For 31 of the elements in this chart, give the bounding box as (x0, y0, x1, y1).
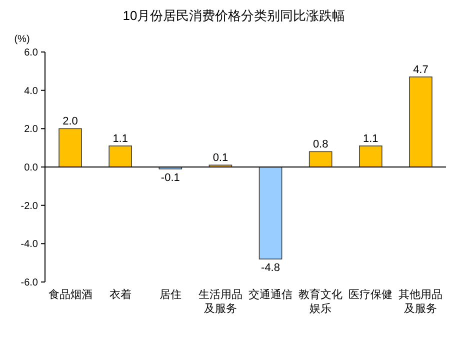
x-tick-label: 教育文化娱乐 (298, 288, 343, 315)
x-tick-label: 衣着 (109, 288, 132, 301)
data-label: 4.7 (413, 64, 428, 76)
y-tick-label: 4.0 (24, 86, 38, 97)
bar (308, 151, 332, 168)
bar (409, 76, 432, 168)
data-label: 1.1 (112, 132, 128, 145)
x-tick-label: 医疗保健 (348, 288, 393, 301)
data-label: 0.1 (212, 152, 228, 164)
bar (258, 166, 282, 260)
y-tick-label: -6.0 (20, 278, 38, 288)
data-label: -4.8 (261, 262, 280, 274)
bar (108, 146, 132, 168)
y-tick-label: 6.0 (24, 48, 38, 58)
data-label: 0.8 (312, 138, 328, 151)
x-tick-label: 生活用品及服务 (198, 288, 242, 315)
data-label: -0.1 (160, 172, 180, 184)
bar (358, 146, 382, 168)
x-tick-label: 食品烟酒 (48, 288, 92, 301)
x-tick-label: 交通通信 (248, 288, 293, 301)
chart-title: 10月份居民消费价格分类别同比涨跌幅 (122, 8, 346, 23)
y-tick-label: 0.0 (24, 162, 38, 174)
bar (58, 128, 82, 168)
y-axis-title: (%) (14, 34, 30, 45)
data-label: 2.0 (62, 116, 78, 128)
data-label: 1.1 (363, 132, 378, 145)
y-tick-label: -2.0 (20, 200, 38, 212)
x-tick-label: 其他用品及服务 (398, 288, 443, 315)
y-tick-label: 2.0 (24, 124, 38, 136)
x-tick-label: 居住 (159, 289, 182, 301)
y-tick-label: -4.0 (20, 239, 38, 250)
